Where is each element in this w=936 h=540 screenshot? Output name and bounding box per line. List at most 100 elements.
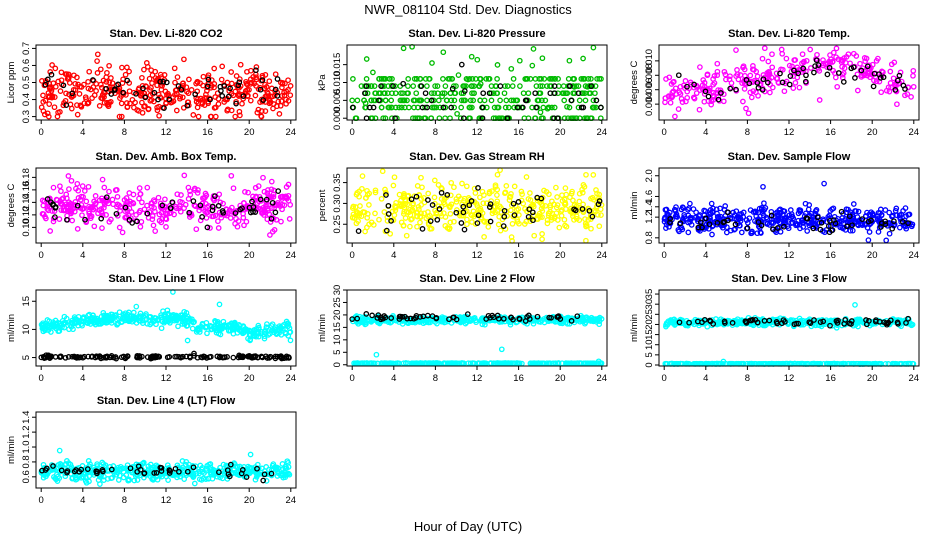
data-point xyxy=(852,75,858,81)
data-point xyxy=(474,56,481,63)
data-point xyxy=(513,97,519,104)
data-point xyxy=(910,83,917,90)
data-point xyxy=(583,237,589,244)
data-point xyxy=(590,97,597,104)
data-point xyxy=(160,78,167,85)
data-point xyxy=(830,67,836,74)
y-axis-label: ml/min xyxy=(6,436,17,464)
data-point xyxy=(256,326,262,332)
data-point xyxy=(50,202,56,208)
data-point xyxy=(583,171,589,178)
data-point xyxy=(75,195,82,201)
data-point xyxy=(451,97,458,104)
data-point xyxy=(286,354,292,361)
data-point xyxy=(526,316,533,322)
data-point xyxy=(830,49,837,56)
figure-title: NWR_081104 Std. Dev. Diagnostics xyxy=(364,2,572,17)
data-point xyxy=(259,77,266,84)
data-point xyxy=(139,99,145,106)
data-point xyxy=(833,318,840,324)
data-point xyxy=(865,218,872,225)
data-point xyxy=(825,223,832,229)
data-point xyxy=(855,208,862,215)
data-point xyxy=(113,210,120,217)
data-point xyxy=(100,309,107,316)
data-point xyxy=(57,183,63,190)
data-point xyxy=(354,315,361,322)
data-point xyxy=(531,232,538,239)
x-tick-label: 0 xyxy=(662,127,667,138)
data-point xyxy=(366,202,372,208)
data-point xyxy=(854,214,861,220)
data-point xyxy=(131,104,137,111)
x-tick-label: 20 xyxy=(555,373,566,384)
data-point xyxy=(58,188,64,195)
data-point xyxy=(276,323,283,329)
data-point xyxy=(741,66,748,73)
data-point xyxy=(525,90,532,97)
data-point xyxy=(789,213,796,220)
data-point xyxy=(157,78,164,85)
data-point xyxy=(390,83,396,89)
data-point xyxy=(379,168,386,175)
data-point xyxy=(703,221,710,228)
data-point xyxy=(738,229,745,236)
data-point xyxy=(596,191,603,198)
y-tick-label: 1.4 xyxy=(644,200,655,213)
data-point xyxy=(548,83,555,89)
data-point xyxy=(65,71,72,78)
data-point xyxy=(892,87,899,93)
data-point xyxy=(94,51,101,58)
data-point xyxy=(743,77,750,83)
x-tick-label: 12 xyxy=(161,250,172,261)
data-point xyxy=(740,63,747,70)
data-point xyxy=(57,353,64,360)
data-point xyxy=(883,237,890,244)
data-point xyxy=(133,212,139,218)
data-point xyxy=(466,76,473,82)
data-point xyxy=(727,73,733,80)
data-point xyxy=(123,100,130,106)
data-point xyxy=(713,320,720,327)
data-point xyxy=(228,80,235,87)
data-point xyxy=(704,323,711,330)
data-point xyxy=(567,194,573,201)
data-point xyxy=(435,182,442,188)
data-point xyxy=(490,314,497,321)
plot-frame xyxy=(346,289,608,367)
y-tick-label: 20 xyxy=(332,310,343,321)
y-tick-label: 0.7 xyxy=(21,42,32,55)
data-point xyxy=(864,63,871,70)
data-point xyxy=(44,110,51,117)
data-point xyxy=(376,216,382,223)
data-point xyxy=(409,215,415,222)
data-point xyxy=(867,74,873,81)
data-point xyxy=(516,57,523,64)
data-point xyxy=(134,352,141,359)
x-tick-label: 24 xyxy=(909,127,920,138)
data-point xyxy=(364,360,370,367)
data-point xyxy=(403,360,409,367)
x-tick-label: 20 xyxy=(867,127,878,138)
data-point xyxy=(469,104,475,111)
data-point xyxy=(800,59,807,66)
data-point xyxy=(236,79,243,86)
data-point xyxy=(131,315,138,322)
data-point xyxy=(402,313,408,320)
data-point xyxy=(792,79,799,86)
data-point xyxy=(183,84,190,91)
data-point xyxy=(468,53,475,60)
data-point xyxy=(283,194,290,201)
data-point xyxy=(258,354,265,360)
data-point xyxy=(187,354,193,361)
data-point xyxy=(112,86,118,92)
data-point xyxy=(427,226,433,232)
data-point xyxy=(418,210,424,217)
data-point xyxy=(580,201,586,208)
data-point xyxy=(281,202,288,209)
x-tick-label: 4 xyxy=(391,250,396,261)
data-point xyxy=(704,71,711,78)
data-point xyxy=(747,89,754,96)
data-point xyxy=(42,97,49,104)
data-point xyxy=(511,183,518,190)
